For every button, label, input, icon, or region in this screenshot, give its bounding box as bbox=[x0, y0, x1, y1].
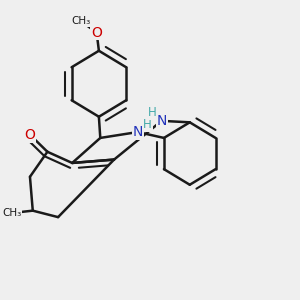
Text: CH₃: CH₃ bbox=[2, 208, 21, 218]
Text: H: H bbox=[143, 118, 152, 131]
Text: O: O bbox=[91, 26, 102, 40]
Text: N: N bbox=[133, 125, 143, 139]
Text: CH₃: CH₃ bbox=[71, 16, 91, 26]
Text: O: O bbox=[25, 128, 35, 142]
Text: N: N bbox=[156, 114, 167, 128]
Text: H: H bbox=[147, 106, 156, 119]
